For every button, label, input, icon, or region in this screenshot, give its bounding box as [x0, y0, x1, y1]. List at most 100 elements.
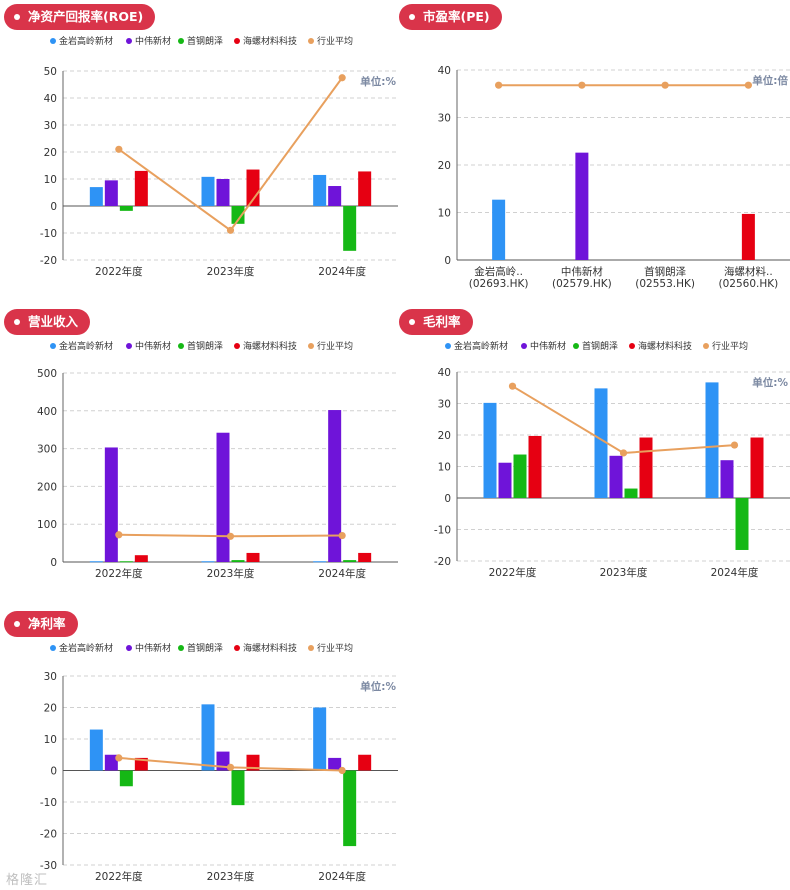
legend-swatch-icon: [178, 644, 184, 651]
legend-item[interactable]: 海螺材料科技: [234, 641, 297, 654]
legend-label: 中伟新材: [530, 342, 567, 352]
bar: [358, 754, 372, 771]
y-tick-label: 40: [44, 93, 57, 105]
bar: [201, 704, 215, 771]
x-tick-label: 2022年度: [95, 265, 143, 278]
bar: [720, 460, 734, 498]
bar: [313, 174, 327, 206]
legend-item[interactable]: 行业平均: [308, 339, 353, 352]
x-tick-label: 首钢朗泽: [644, 265, 686, 278]
x-tick-label: (02560.HK): [719, 278, 779, 290]
bar: [492, 199, 506, 260]
bar: [216, 432, 230, 562]
legend-item[interactable]: 行业平均: [703, 339, 748, 352]
x-tick-label: 金岩高岭..: [474, 265, 523, 278]
legend-item[interactable]: 金岩高岭新材: [50, 641, 113, 654]
legend-label: 海螺材料科技: [638, 342, 693, 352]
legend-swatch-icon: [308, 342, 314, 349]
legend-label: 首钢朗泽: [187, 342, 224, 352]
x-tick-label: 2022年度: [95, 567, 143, 580]
y-tick-label: 100: [37, 519, 57, 531]
y-tick-label: 500: [37, 368, 57, 380]
legend-item[interactable]: 金岩高岭新材: [445, 339, 508, 352]
bar: [313, 561, 327, 563]
legend-item[interactable]: 海螺材料科技: [234, 339, 297, 352]
legend-item[interactable]: 首钢朗泽: [178, 641, 223, 654]
bar: [639, 437, 653, 498]
bar: [119, 206, 133, 211]
bar: [134, 170, 148, 206]
panel-gross: 毛利率 金岩高岭新材 中伟新材 首钢朗泽 海螺材料科技 行业平均 -20 -10 0 10 20…: [395, 305, 790, 595]
bar: [201, 561, 215, 563]
legend-item[interactable]: 首钢朗泽: [573, 339, 618, 352]
x-tick-label: 2022年度: [95, 870, 143, 883]
y-tick-label: 20: [44, 703, 57, 715]
average-point: [115, 754, 123, 762]
legend-swatch-icon: [126, 37, 132, 44]
average-point: [619, 449, 628, 457]
average-point: [495, 81, 503, 89]
legend-label: 海螺材料科技: [243, 342, 298, 352]
legend-label: 首钢朗泽: [187, 37, 224, 47]
x-tick-label: 2023年度: [207, 870, 255, 883]
legend-label: 行业平均: [317, 644, 354, 654]
legend-item[interactable]: 海螺材料科技: [234, 34, 297, 47]
legend-item[interactable]: 行业平均: [308, 34, 353, 47]
average-point: [338, 74, 346, 82]
legend-swatch-icon: [573, 342, 579, 349]
panel-title-net: 净利率: [4, 611, 78, 637]
legend-label: 行业平均: [317, 37, 354, 47]
legend-swatch-icon: [308, 37, 314, 44]
y-tick-label: 20: [44, 147, 57, 159]
panel-roe: 净资产回报率(ROE) 金岩高岭新材 中伟新材 首钢朗泽 海螺材料科技 行业平均 -20…: [0, 0, 398, 295]
bar: [705, 382, 719, 498]
x-tick-label: 2023年度: [600, 566, 648, 579]
y-tick-label: 0: [50, 766, 57, 778]
y-tick-label: 0: [50, 557, 57, 569]
average-point: [226, 763, 235, 771]
pill-dot-icon: [14, 319, 20, 325]
legend-net: 金岩高岭新材 中伟新材 首钢朗泽 海螺材料科技 行业平均: [0, 641, 395, 655]
x-tick-label: 2024年度: [711, 566, 759, 579]
legend-item[interactable]: 行业平均: [308, 641, 353, 654]
bar: [246, 754, 260, 771]
bar: [358, 552, 372, 562]
bar: [328, 757, 342, 771]
pill-dot-icon: [14, 14, 20, 20]
bar: [231, 206, 245, 224]
legend-item[interactable]: 中伟新材: [126, 641, 171, 654]
bar: [624, 488, 638, 498]
y-tick-label: 10: [438, 462, 451, 474]
y-tick-label: 30: [438, 399, 451, 411]
legend-label: 金岩高岭新材: [59, 342, 114, 352]
bar: [89, 729, 103, 771]
unit-label: 单位:倍: [752, 74, 788, 87]
bar: [343, 770, 357, 847]
legend-item[interactable]: 海螺材料科技: [629, 339, 692, 352]
legend-gross: 金岩高岭新材 中伟新材 首钢朗泽 海螺材料科技 行业平均: [395, 339, 790, 353]
legend-item[interactable]: 中伟新材: [126, 34, 171, 47]
legend-swatch-icon: [445, 342, 451, 349]
legend-swatch-icon: [178, 342, 184, 349]
chart-net: -30 -20 -10 0 10 20 30 单位:% 2022年度 2023年度 2024年度: [40, 671, 398, 883]
bar: [231, 560, 245, 562]
legend-item[interactable]: 金岩高岭新材: [50, 339, 113, 352]
legend-item[interactable]: 中伟新材: [126, 339, 171, 352]
legend-item[interactable]: 首钢朗泽: [178, 339, 223, 352]
bar: [89, 187, 103, 206]
legend-item[interactable]: 首钢朗泽: [178, 34, 223, 47]
y-tick-label: 10: [44, 174, 57, 186]
legend-label: 金岩高岭新材: [59, 37, 114, 47]
bar: [343, 560, 357, 562]
panel-title-roe: 净资产回报率(ROE): [4, 4, 156, 30]
legend-swatch-icon: [521, 342, 527, 349]
average-point: [338, 766, 346, 775]
x-tick-label: 2023年度: [207, 567, 255, 580]
legend-item[interactable]: 中伟新材: [521, 339, 566, 352]
y-tick-label: -20: [40, 829, 57, 841]
y-tick-label: 30: [44, 120, 57, 132]
legend-swatch-icon: [50, 644, 56, 651]
legend-item[interactable]: 金岩高岭新材: [50, 34, 113, 47]
x-tick-label: (02579.HK): [552, 278, 612, 290]
x-tick-label: 海螺材料..: [724, 265, 773, 278]
